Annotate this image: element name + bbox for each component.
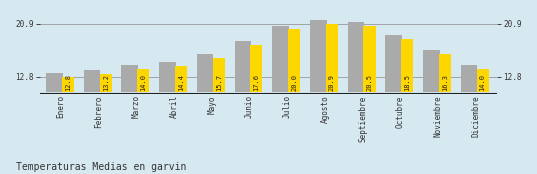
Bar (100, 74, 112, 92)
Text: 20.5: 20.5 (367, 74, 373, 91)
Bar (250, 45, 263, 92)
Text: 14.4: 14.4 (178, 74, 184, 91)
Bar (62, 77, 74, 92)
Bar (401, 39, 413, 92)
Bar (386, 35, 402, 92)
Bar (423, 50, 440, 92)
Bar (213, 58, 225, 92)
Text: 18.5: 18.5 (404, 74, 410, 91)
Text: Temperaturas Medias en garvin: Temperaturas Medias en garvin (16, 162, 186, 172)
Text: 15.7: 15.7 (216, 74, 222, 91)
Bar (175, 66, 187, 92)
Text: 14.0: 14.0 (140, 74, 147, 91)
Bar (310, 20, 326, 92)
Text: 16.3: 16.3 (442, 74, 448, 91)
Bar (159, 62, 176, 92)
Bar (288, 29, 300, 92)
Bar (46, 73, 63, 92)
Bar (347, 22, 364, 92)
Bar (121, 65, 138, 92)
Bar (326, 23, 338, 92)
Text: 20.9: 20.9 (329, 74, 335, 91)
Text: 14.0: 14.0 (480, 74, 485, 91)
Bar (197, 54, 214, 92)
Bar (476, 69, 489, 92)
Bar (461, 65, 477, 92)
Text: 17.6: 17.6 (253, 74, 259, 91)
Text: 13.2: 13.2 (103, 74, 108, 91)
Text: 20.0: 20.0 (291, 74, 297, 91)
Bar (84, 70, 100, 92)
Bar (439, 54, 451, 92)
Text: 12.8: 12.8 (65, 74, 71, 91)
Bar (364, 26, 375, 92)
Bar (272, 26, 289, 92)
Bar (137, 69, 149, 92)
Bar (235, 41, 251, 92)
